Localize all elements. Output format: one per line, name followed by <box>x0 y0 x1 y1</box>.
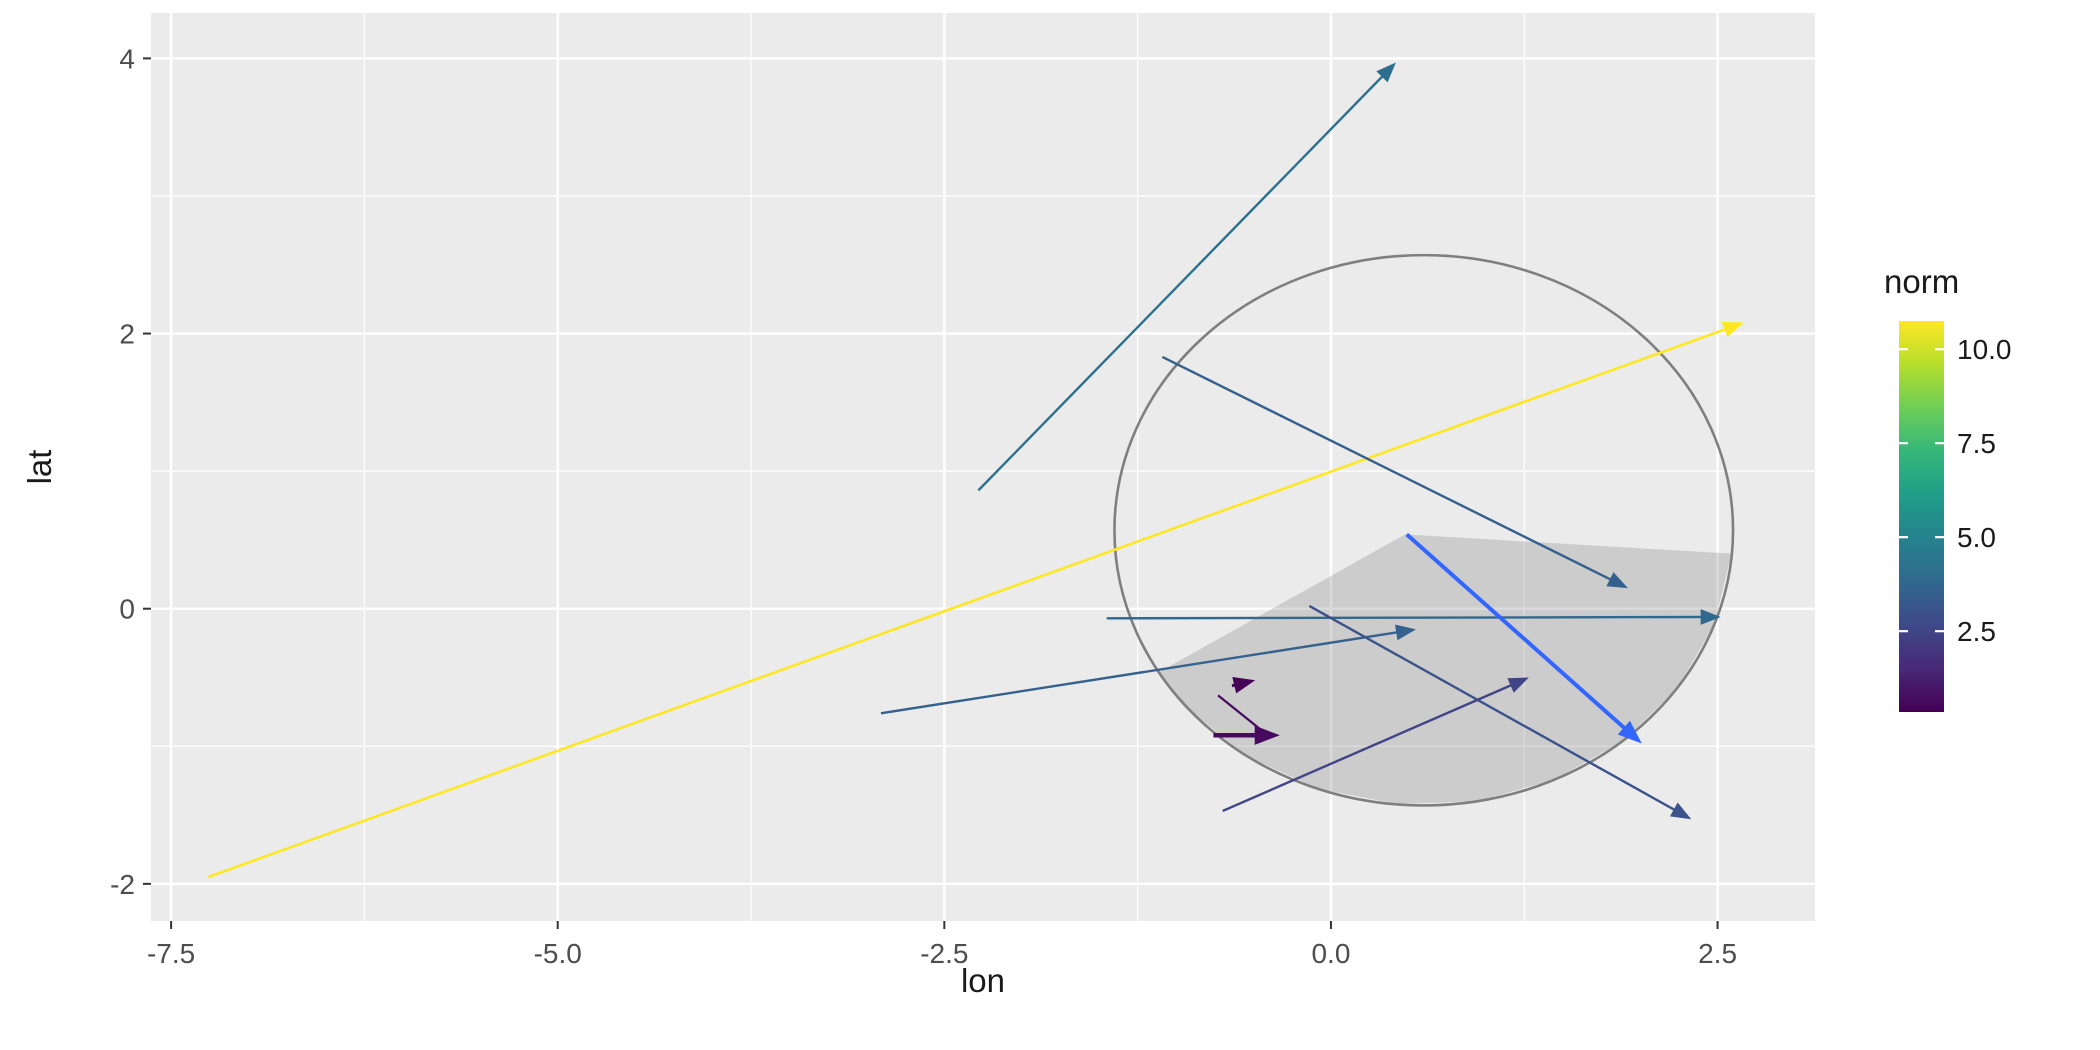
arrow-head-3 <box>1606 572 1628 589</box>
arrow-segment-7 <box>1308 604 1683 815</box>
arrow-head-6 <box>1617 720 1642 744</box>
y-tick-label: 4 <box>119 43 135 74</box>
panel-background <box>151 13 1815 921</box>
x-tick-label: -5.0 <box>534 938 582 969</box>
x-tick-label: -7.5 <box>147 938 195 969</box>
arrow-segment-4 <box>1106 615 1710 620</box>
arrow-head-5 <box>1395 624 1417 641</box>
x-tick-label: -2.5 <box>920 938 968 969</box>
colorbar-label: 7.5 <box>1957 428 1996 459</box>
arrow-head-8 <box>1507 677 1529 693</box>
arrow-segment-1 <box>977 69 1390 492</box>
circle-outline <box>1113 253 1735 807</box>
arrow-head-11 <box>1232 677 1256 694</box>
arrow-head-7 <box>1669 802 1692 820</box>
x-tick-label: 2.5 <box>1698 938 1737 969</box>
arrow-segment-2 <box>207 325 1734 879</box>
arrow-segment-5 <box>880 629 1406 715</box>
colorbar-label: 2.5 <box>1957 616 1996 647</box>
y-tick-label: 0 <box>119 594 135 625</box>
shaded-polygon <box>1159 534 1732 805</box>
legend-title: norm <box>1884 263 1960 300</box>
arrow-segment-3 <box>1161 355 1619 585</box>
y-axis-title: lat <box>21 449 58 485</box>
arrow-head-2 <box>1721 321 1744 338</box>
y-tick-label: 2 <box>119 319 135 350</box>
arrow-head-4 <box>1700 609 1721 625</box>
colorbar-label: 5.0 <box>1957 522 1996 553</box>
colorbar <box>1899 321 1944 712</box>
arrow-segment-6 <box>1405 532 1634 737</box>
y-tick-label: -2 <box>110 869 135 900</box>
colorbar-label: 10.0 <box>1957 334 2012 365</box>
arrow-head-1 <box>1376 62 1396 83</box>
arrow-segment-8 <box>1222 680 1520 813</box>
x-tick-label: 0.0 <box>1311 938 1350 969</box>
x-axis-title: lon <box>960 962 1006 999</box>
arrow-segment-10 <box>1217 694 1267 735</box>
